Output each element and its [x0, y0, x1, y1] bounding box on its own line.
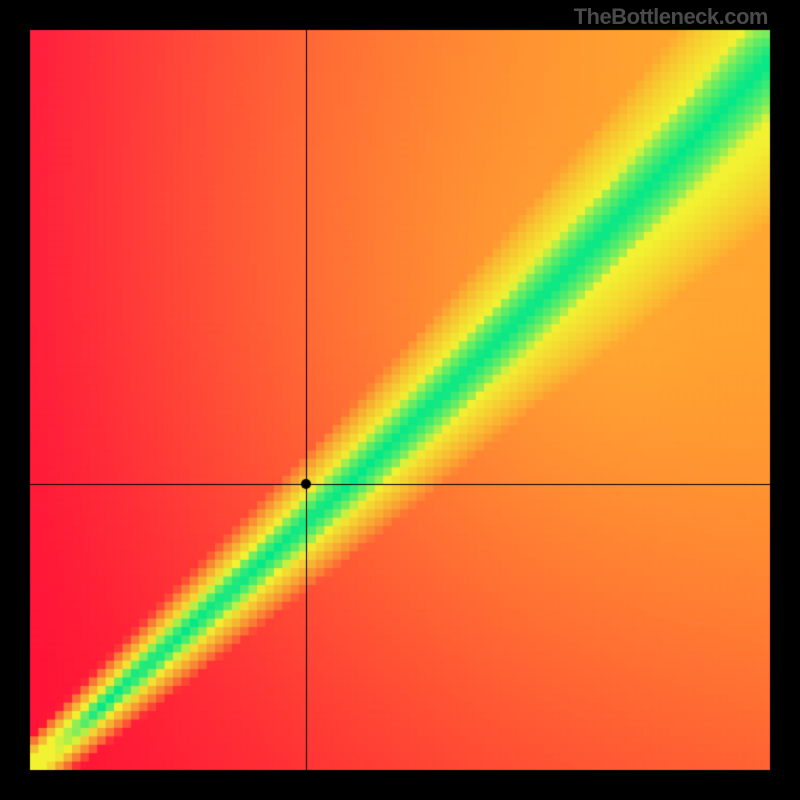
chart-container: TheBottleneck.com	[0, 0, 800, 800]
watermark-text: TheBottleneck.com	[574, 4, 768, 30]
heatmap-canvas	[0, 0, 800, 800]
